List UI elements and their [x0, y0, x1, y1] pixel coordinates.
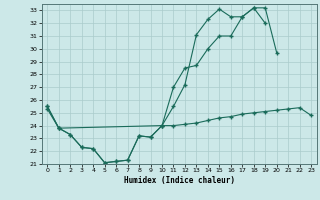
X-axis label: Humidex (Indice chaleur): Humidex (Indice chaleur)	[124, 176, 235, 185]
